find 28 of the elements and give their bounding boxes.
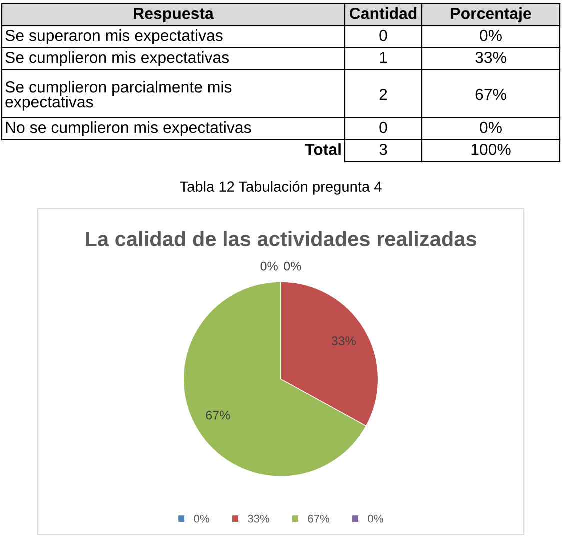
text: Respuesta	[134, 8, 214, 22]
text: 0	[380, 122, 388, 134]
text: Porcentaje	[451, 8, 532, 22]
legend-label: 33%	[248, 514, 270, 523]
text: 0%	[260, 262, 278, 271]
legend-label: 0%	[368, 514, 384, 523]
text: 1	[380, 52, 388, 64]
text: 0	[380, 30, 388, 42]
text: 100%	[472, 144, 511, 156]
text: 0%	[480, 122, 502, 134]
legend-label: 0%	[194, 514, 210, 523]
text: No se cumplieron mis expectativas	[6, 122, 252, 136]
text: 2	[380, 88, 388, 100]
text: Tabla 12 Tabulación pregunta 4	[180, 181, 382, 195]
text: Se cumplieron mis expectativas	[6, 52, 230, 66]
text: Total	[305, 144, 341, 156]
text: Cantidad	[350, 8, 417, 20]
legend-label: 67%	[308, 514, 330, 523]
text: 0%	[284, 262, 302, 271]
text: 3	[380, 144, 388, 156]
data-label: 33%	[332, 336, 356, 346]
text: Se superaron mis expectativas	[6, 30, 223, 44]
text: 0%	[480, 30, 502, 42]
chart-title: La calidad de las actividades realizadas	[86, 231, 476, 247]
data-label: 67%	[206, 410, 230, 420]
text: Se cumplieron parcialmente mis expectativas	[6, 81, 232, 111]
text: 33%	[476, 52, 506, 64]
text: 67%	[476, 88, 506, 100]
